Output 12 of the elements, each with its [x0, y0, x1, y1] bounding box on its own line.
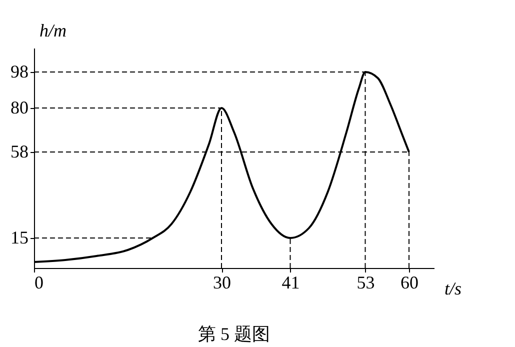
x-tick-label: 60	[400, 272, 418, 292]
y-tick-label: 80	[10, 98, 28, 118]
y-axis-title: h/m	[40, 20, 66, 40]
x-tick-label: 41	[282, 272, 300, 292]
y-tick-label: 98	[10, 62, 28, 82]
x-tick-label: 30	[213, 272, 231, 292]
x-tick-label: 53	[356, 272, 375, 292]
y-tick-label: 58	[10, 142, 28, 162]
text: 第 5 题图	[198, 324, 270, 344]
x-axis-title: t/s	[444, 278, 462, 298]
y-tick-label: 15	[10, 228, 28, 248]
x-tick-label: 0	[34, 272, 44, 292]
